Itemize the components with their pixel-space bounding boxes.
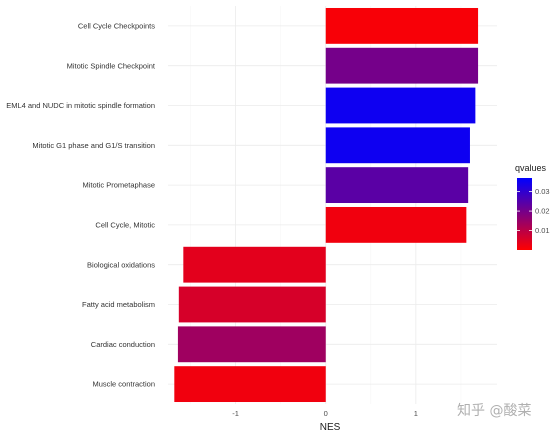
legend-tick-label: 0.02 bbox=[535, 207, 550, 216]
category-label: Mitotic Prometaphase bbox=[82, 181, 155, 190]
x-tick-label: 0 bbox=[324, 409, 328, 418]
category-label: Muscle contraction bbox=[92, 380, 155, 389]
watermark: 知乎 @酸菜 bbox=[457, 402, 531, 419]
legend-ticks: 0.01 0.02 0.03 bbox=[517, 187, 550, 235]
bar bbox=[325, 167, 469, 204]
x-axis-title: NES bbox=[320, 422, 341, 433]
legend-tick-label: 0.03 bbox=[535, 187, 550, 196]
category-label: EML4 and NUDC in mitotic spindle formati… bbox=[6, 101, 155, 110]
bar bbox=[178, 286, 326, 323]
category-label: Mitotic Spindle Checkpoint bbox=[67, 61, 156, 70]
bar bbox=[325, 87, 476, 124]
category-label: Cardiac conduction bbox=[91, 340, 155, 349]
category-label: Mitotic G1 phase and G1/S transition bbox=[32, 141, 155, 150]
legend-tick-label: 0.01 bbox=[535, 226, 550, 235]
bar bbox=[174, 366, 326, 403]
legend-title: qvalues bbox=[515, 163, 547, 173]
category-label: Biological oxidations bbox=[87, 260, 155, 269]
bar bbox=[177, 326, 326, 363]
category-labels: Cell Cycle Checkpoints Mitotic Spindle Ch… bbox=[6, 22, 156, 389]
category-label: Fatty acid metabolism bbox=[82, 300, 155, 309]
x-tick-label: -1 bbox=[232, 409, 239, 418]
category-label: Cell Cycle Checkpoints bbox=[78, 22, 155, 31]
x-tick-label: 1 bbox=[414, 409, 418, 418]
bars bbox=[174, 7, 479, 403]
x-axis-ticks: -1 0 1 bbox=[232, 409, 418, 418]
bar bbox=[325, 206, 467, 243]
category-label: Cell Cycle, Mitotic bbox=[95, 221, 155, 230]
bar bbox=[183, 246, 326, 283]
bar bbox=[325, 7, 479, 44]
legend: qvalues 0.01 0.02 0.03 bbox=[515, 163, 550, 250]
bar bbox=[325, 47, 479, 84]
bar bbox=[325, 127, 470, 164]
legend-colorbar bbox=[517, 178, 532, 250]
